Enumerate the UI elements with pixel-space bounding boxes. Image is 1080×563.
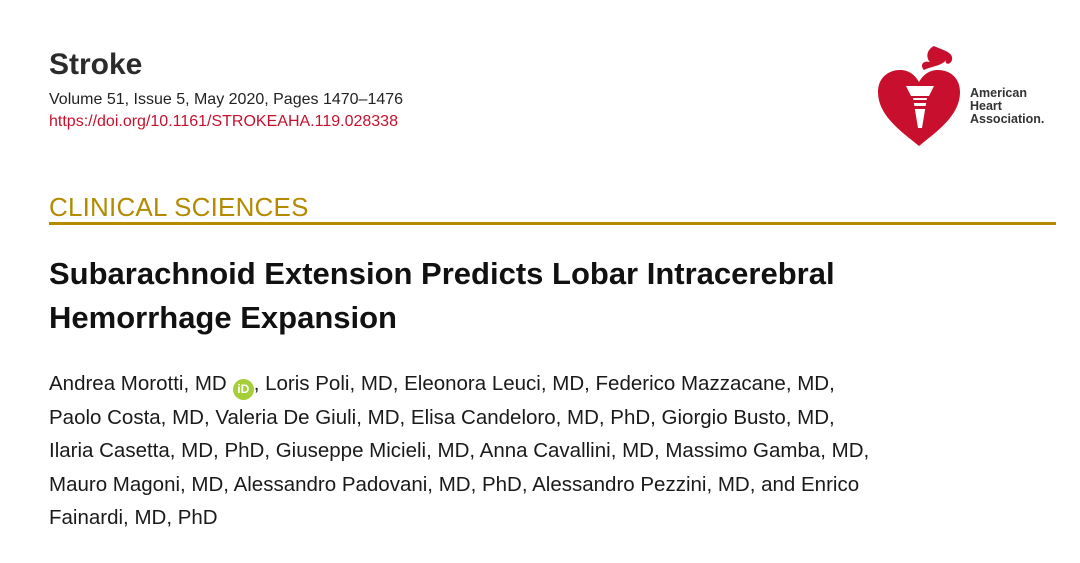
section-label: CLINICAL SCIENCES [49,192,309,222]
author-line-3: Ilaria Casetta, MD, PhD, Giuseppe Miciel… [49,439,870,462]
article-title: Subarachnoid Extension Predicts Lobar In… [49,252,1049,340]
doi-link[interactable]: https://doi.org/10.1161/STROKEAHA.119.02… [49,113,398,130]
author-line-4: Mauro Magoni, MD, Alessandro Padovani, M… [49,472,860,496]
logo-line-2: Heart [970,99,1002,113]
author-list: Andrea Morotti, MD iD, Loris Poli, MD, El… [49,367,1059,535]
journal-title: Stroke [49,48,143,81]
title-line-2: Hemorrhage Expansion [49,300,397,335]
author-line-1-rest: , Loris Poli, MD, Eleonora Leuci, MD, Fe… [253,372,835,395]
aha-logo: American Heart Association. [872,40,1072,150]
logo-line-3: Association. [970,112,1045,126]
author-first[interactable]: Andrea Morotti, MD [49,372,227,395]
heart-torch-icon [878,46,960,146]
section-rule [49,222,1056,225]
logo-line-1: American [970,86,1027,100]
author-line-2: Paolo Costa, MD, Valeria De Giuli, MD, E… [49,405,835,429]
title-line-1: Subarachnoid Extension Predicts Lobar In… [49,256,835,291]
author-line-5: Fainardi, MD, PhD [49,506,218,529]
orcid-icon[interactable]: iD [232,379,254,400]
volume-line: Volume 51, Issue 5, May 2020, Pages 1470… [49,91,404,108]
